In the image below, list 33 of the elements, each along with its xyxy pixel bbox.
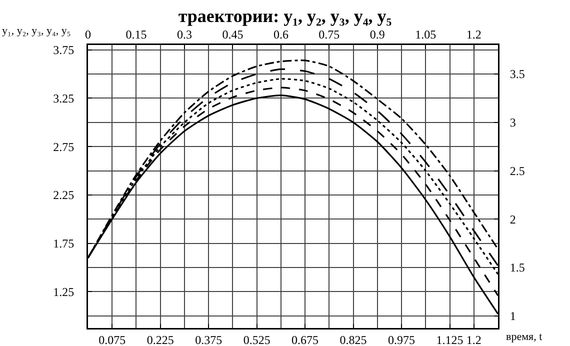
y-tick-label: 1.25 xyxy=(53,284,74,299)
x2-tick-label: 0.45 xyxy=(222,28,244,42)
x2-tick-label: 0.15 xyxy=(126,28,147,42)
x2-tick-label: 0 xyxy=(85,28,91,42)
y-tick-label: 2.25 xyxy=(53,188,74,202)
y-tick-label: 1.75 xyxy=(53,236,74,251)
x-tick-label: 1.125 xyxy=(436,332,464,346)
chart-title: траектории: y₁, y₂, y₃, y₄, y₅ xyxy=(178,6,392,26)
y-tick-label: 3.25 xyxy=(53,91,74,106)
x2-tick-label: 1.2 xyxy=(466,28,482,42)
y2-tick-label: 1.5 xyxy=(510,260,525,275)
x-tick-label: 0.825 xyxy=(340,332,367,346)
x2-tick-label: 1.05 xyxy=(415,28,436,42)
y2-tick-label: 3.5 xyxy=(510,67,525,82)
x2-tick-label: 0.6 xyxy=(273,28,288,42)
x2-tick-label: 0.75 xyxy=(318,28,340,42)
x-axis-title: время, t xyxy=(506,331,542,343)
y-axis-title: y₁, y₂, y₃, y₄, y₅ xyxy=(2,25,71,37)
x-tick-label: 0.675 xyxy=(292,332,319,346)
y2-tick-label: 2 xyxy=(510,212,516,226)
y2-tick-label: 2.5 xyxy=(510,164,525,178)
x2-tick-label: 0.9 xyxy=(370,28,385,42)
y2-tick-label: 3 xyxy=(510,116,516,130)
x-tick-label: 0.225 xyxy=(146,332,174,346)
x-tick-label: 0.525 xyxy=(243,332,270,346)
x2-tick-label: 0.3 xyxy=(176,28,192,42)
y-tick-label: 2.75 xyxy=(53,140,74,154)
x-tick-label: 1.2 xyxy=(466,332,482,346)
x-tick-label: 0.375 xyxy=(195,332,222,346)
y-tick-label: 3.75 xyxy=(53,43,74,58)
x-tick-label: 0.075 xyxy=(98,332,126,346)
y2-tick-label: 1 xyxy=(510,309,516,324)
x-tick-label: 0.975 xyxy=(388,332,416,346)
